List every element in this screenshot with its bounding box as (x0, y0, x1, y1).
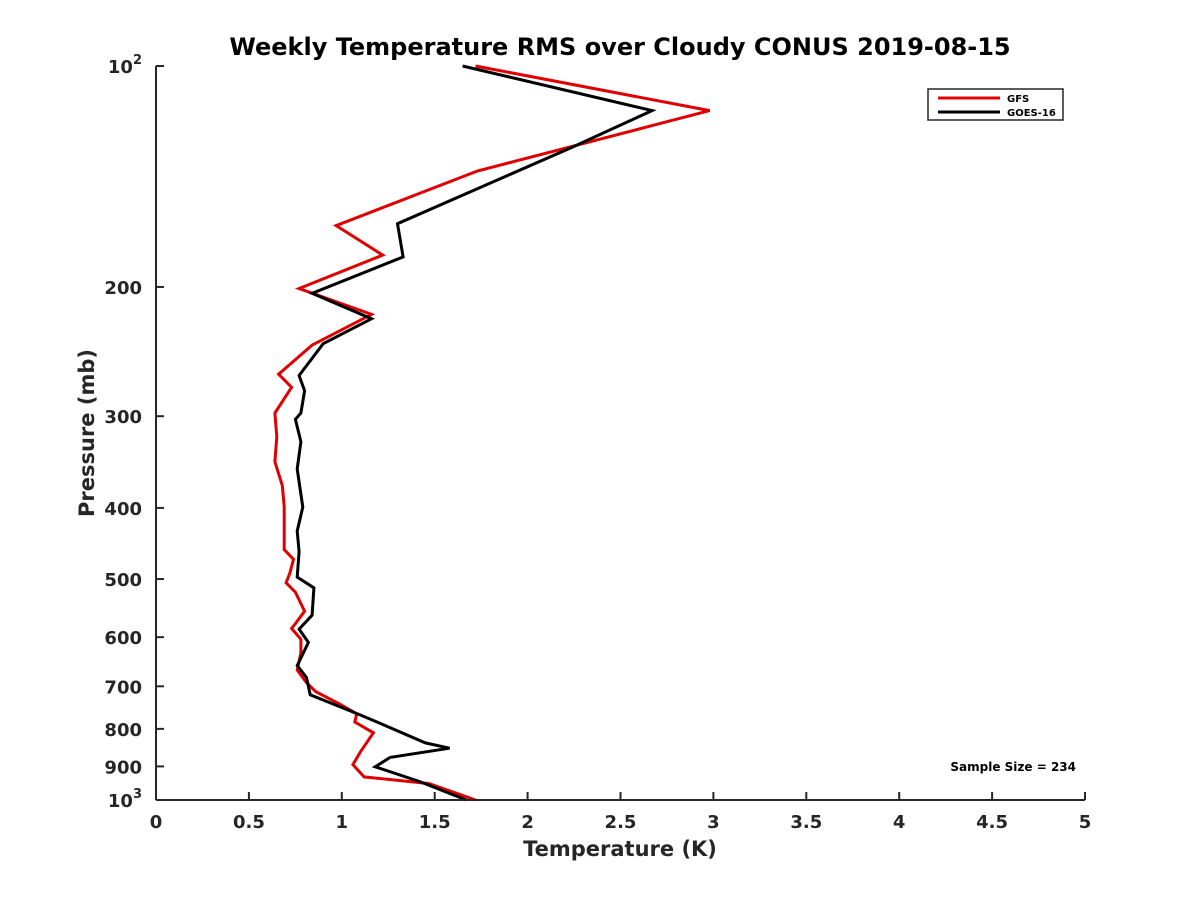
x-tick-label: 0 (150, 812, 163, 833)
x-tick-label: 4 (893, 812, 906, 833)
y-tick-base: 10 (108, 791, 133, 812)
x-tick-label: 2 (521, 812, 534, 833)
y-tick-label: 102 (108, 53, 142, 78)
y-tick-label: 103 (108, 787, 142, 812)
y-tick-label: 600 (104, 628, 142, 649)
legend: GFS GOES-16 (927, 88, 1064, 121)
x-tick-label: 1.5 (419, 812, 451, 833)
y-tick-base: 900 (104, 757, 142, 778)
x-tick-label: 0.5 (233, 812, 265, 833)
x-tick-label: 3.5 (790, 812, 822, 833)
legend-label: GFS (1007, 94, 1029, 105)
y-tick-label: 400 (104, 499, 142, 520)
x-tick-label: 2.5 (605, 812, 637, 833)
y-tick-base: 200 (104, 278, 142, 299)
x-tick-label: 1 (336, 812, 349, 833)
y-tick-base: 700 (104, 677, 142, 698)
y-tick-label: 200 (104, 278, 142, 299)
y-tick-base: 500 (104, 570, 142, 591)
legend-label: GOES-16 (1007, 108, 1056, 119)
y-tick-exponent: 3 (133, 787, 142, 802)
y-tick-label: 700 (104, 677, 142, 698)
legend-box (927, 88, 1064, 121)
chart-title: Weekly Temperature RMS over Cloudy CONUS… (229, 33, 1010, 61)
y-tick-base: 800 (104, 720, 142, 741)
legend-items: GFS GOES-16 (938, 94, 1056, 119)
y-axis-label: Pressure (mb) (75, 349, 99, 517)
y-tick-label: 800 (104, 720, 142, 741)
x-ticks: 0 0.5 1 1.5 2 2.5 3 3.5 4 4.5 5 (150, 792, 1092, 833)
series-line-goes-16 (293, 64, 657, 802)
sample-size-annotation: Sample Size = 234 (950, 760, 1076, 774)
x-axis-label: Temperature (K) (523, 837, 717, 861)
series-layer (273, 64, 711, 802)
y-tick-label: 500 (104, 570, 142, 591)
y-tick-label: 900 (104, 757, 142, 778)
x-tick-label: 3 (707, 812, 720, 833)
y-tick-base: 400 (104, 499, 142, 520)
y-tick-base: 600 (104, 628, 142, 649)
y-tick-exponent: 2 (133, 53, 142, 68)
x-tick-label: 5 (1079, 812, 1092, 833)
x-tick-label: 4.5 (976, 812, 1008, 833)
y-tick-base: 10 (108, 57, 133, 78)
y-tick-base: 300 (104, 407, 142, 428)
series-line-gfs (273, 64, 711, 802)
plot-area: 0 0.5 1 1.5 2 2.5 3 3.5 4 4.5 5 102200300400500600… (104, 53, 1091, 833)
y-tick-label: 300 (104, 407, 142, 428)
